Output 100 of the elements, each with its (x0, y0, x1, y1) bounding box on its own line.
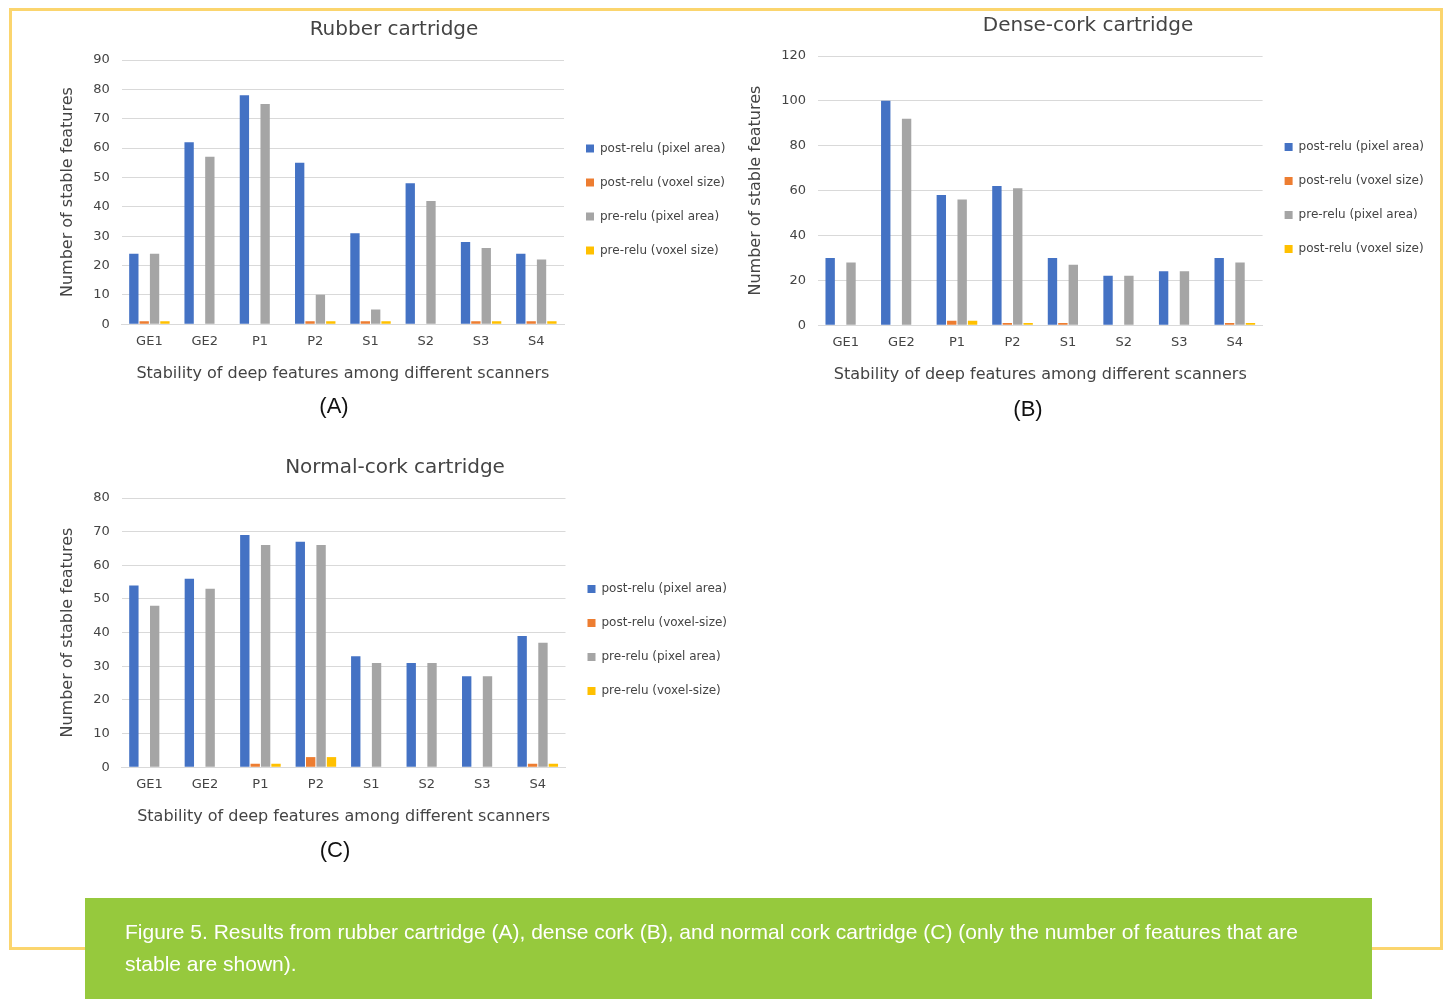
text: (A) (318, 393, 350, 419)
y-tick-label: 120 (781, 47, 807, 63)
y-tick-label: 70 (93, 110, 110, 126)
bar (129, 253, 139, 324)
bar (1179, 271, 1190, 325)
y-tick-label: 0 (797, 316, 807, 332)
bar (462, 676, 472, 767)
y-tick-label: 60 (93, 556, 110, 572)
y-tick-label: 0 (101, 315, 110, 331)
x-tick-label: P1 (948, 334, 966, 350)
y-tick-label: 30 (93, 657, 110, 673)
y-tick-label: 40 (789, 226, 807, 242)
bar (360, 321, 370, 324)
x-tick-label: S3 (472, 333, 490, 349)
y-tick-label: 100 (781, 92, 807, 108)
x-axis-title: Stability of deep features among different scanners (137, 805, 551, 825)
bar (825, 257, 835, 325)
x-tick-label: P2 (307, 776, 324, 792)
x-tick-label: GE2 (191, 776, 219, 792)
bar (527, 763, 538, 767)
y-tick-label: 20 (789, 271, 807, 287)
legend-label: post-relu (voxel size) (600, 174, 726, 189)
bar (491, 321, 502, 324)
bar (548, 763, 559, 767)
bar (536, 259, 547, 324)
y-tick-label: 80 (789, 137, 807, 153)
y-tick-label: 80 (93, 489, 110, 505)
y-tick-label: 70 (93, 523, 110, 539)
x-tick-label: GE2 (191, 333, 218, 349)
chart-title: Normal-cork cartridge (285, 454, 505, 479)
bar (271, 763, 281, 767)
bar (526, 321, 536, 324)
y-tick-label: 50 (93, 590, 110, 606)
legend-label: post-relu (pixel area) (600, 140, 726, 155)
y-tick-label: 90 (93, 51, 110, 67)
bar (901, 118, 912, 325)
x-tick-label: S1 (1059, 334, 1077, 350)
bar (371, 309, 381, 324)
legend-label: pre-relu (voxel size) (600, 242, 719, 257)
bar (326, 321, 336, 324)
bar (1013, 188, 1023, 325)
bar (846, 262, 856, 325)
bar (1124, 275, 1134, 325)
bar (295, 541, 305, 767)
legend-label: post-relu (voxel size) (1298, 173, 1424, 188)
x-tick-label: S2 (1115, 334, 1132, 350)
bar (427, 662, 437, 767)
bar (184, 578, 195, 767)
y-tick-label: 10 (93, 286, 110, 302)
bar (471, 321, 481, 324)
legend-label: pre-relu (voxel-size) (601, 683, 721, 698)
bar (160, 321, 170, 324)
y-tick-label: 30 (93, 227, 110, 243)
y-tick-label: 10 (93, 724, 110, 740)
x-tick-label: P2 (307, 333, 324, 349)
legend-label: pre-relu (pixel area) (1298, 207, 1418, 222)
x-tick-label: S4 (528, 333, 545, 349)
x-tick-label: S4 (529, 776, 547, 792)
text: (C) (318, 837, 352, 863)
bar (240, 535, 250, 767)
bar (306, 757, 316, 767)
bar (426, 200, 436, 324)
y-tick-label: 40 (93, 198, 110, 214)
bar (315, 294, 326, 324)
bar (460, 242, 471, 324)
x-axis-title: Stability of deep features among different scanners (833, 363, 1247, 383)
bar (184, 142, 194, 324)
bar (881, 100, 891, 325)
x-tick-label: S4 (1226, 334, 1244, 350)
y-tick-label: 20 (93, 691, 110, 707)
legend-label: post-relu (pixel area) (601, 581, 727, 596)
chart-title: Dense-cork cartridge (982, 12, 1194, 37)
bar (992, 186, 1002, 325)
bar (351, 656, 361, 767)
legend-label: post-relu (voxel-size) (601, 615, 728, 630)
bar (547, 321, 557, 324)
caption: Figure 5. Results from rubber cartridge (A), dense cork (B), and normal cork cartridge (C) (only the number of features that are stable are shown). (85, 898, 1372, 999)
y-tick-label: 80 (93, 80, 110, 96)
legend-label: post-relu (pixel area) (1298, 139, 1424, 154)
legend-label: pre-relu (pixel area) (600, 208, 720, 223)
bar (406, 662, 416, 767)
bar (516, 253, 526, 324)
x-tick-label: P2 (1004, 334, 1021, 350)
bar (371, 662, 382, 767)
bar (295, 162, 305, 324)
x-tick-label: S2 (418, 776, 436, 792)
bar (1068, 264, 1078, 325)
bar (1158, 271, 1169, 325)
bar (239, 95, 250, 324)
bar (405, 183, 415, 324)
x-tick-label: S1 (363, 776, 380, 792)
bar (538, 642, 548, 767)
bar (149, 253, 160, 324)
bar (350, 233, 360, 324)
bar (1214, 257, 1224, 325)
x-tick-label: GE1 (136, 776, 163, 792)
x-tick-label: GE1 (832, 334, 860, 350)
bar (1103, 275, 1113, 325)
y-tick-label: 60 (93, 139, 110, 155)
bar (936, 195, 947, 325)
